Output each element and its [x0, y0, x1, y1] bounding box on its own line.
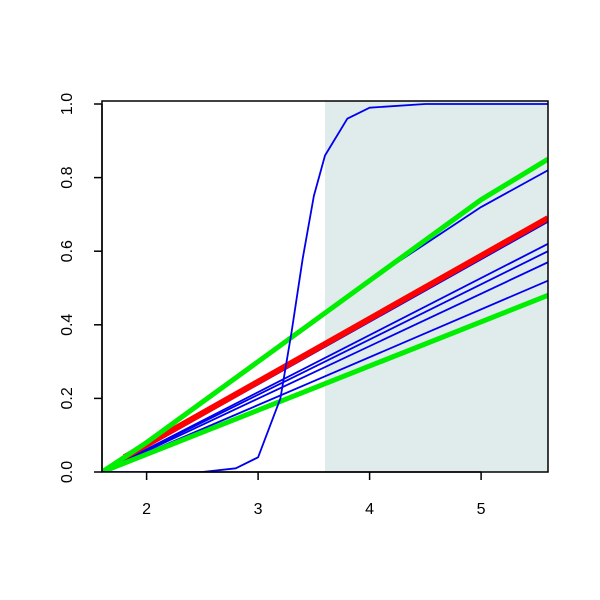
- y-tick-label: 0.4: [59, 314, 76, 336]
- x-tick-label: 5: [477, 501, 486, 518]
- y-tick-label: 0.6: [59, 240, 76, 262]
- series-line: [122, 215, 548, 460]
- y-tick-label: 0.2: [59, 387, 76, 409]
- x-tick-label: 4: [365, 501, 374, 518]
- series-line: [102, 293, 548, 472]
- x-tick-label: 2: [142, 501, 151, 518]
- y-tick-label: 0.8: [59, 166, 76, 188]
- x-tick-label: 3: [254, 501, 263, 518]
- series-line: [102, 103, 548, 472]
- series-line: [102, 261, 548, 472]
- series-line: [102, 157, 548, 472]
- series-line: [102, 243, 548, 472]
- y-tick-label: 1.0: [59, 93, 76, 115]
- y-tick-label: 0.0: [59, 461, 76, 483]
- series-line: [102, 250, 548, 472]
